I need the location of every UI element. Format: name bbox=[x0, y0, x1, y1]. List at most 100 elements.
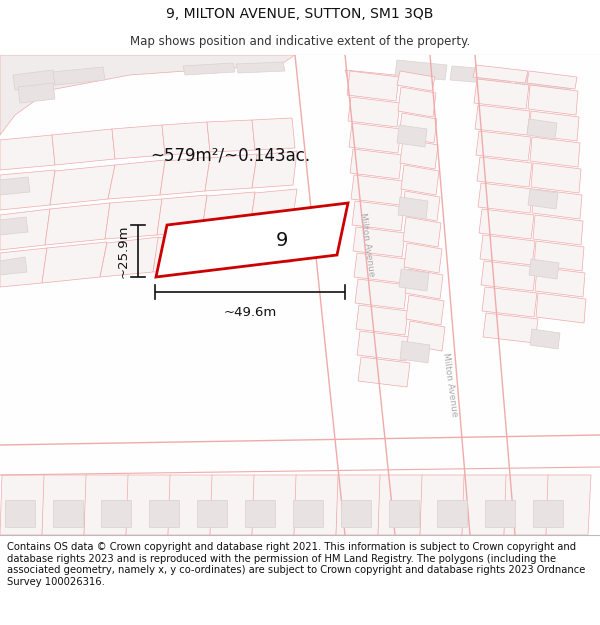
Polygon shape bbox=[479, 209, 534, 239]
Polygon shape bbox=[5, 500, 35, 527]
Polygon shape bbox=[482, 287, 537, 317]
Polygon shape bbox=[378, 475, 423, 535]
Polygon shape bbox=[534, 241, 584, 271]
Polygon shape bbox=[45, 203, 110, 245]
Polygon shape bbox=[357, 331, 409, 361]
Polygon shape bbox=[527, 71, 577, 89]
Polygon shape bbox=[355, 279, 407, 309]
Polygon shape bbox=[529, 111, 579, 141]
Polygon shape bbox=[351, 175, 403, 205]
Polygon shape bbox=[294, 475, 339, 535]
Polygon shape bbox=[358, 357, 410, 387]
Polygon shape bbox=[353, 227, 405, 257]
Text: Contains OS data © Crown copyright and database right 2021. This information is : Contains OS data © Crown copyright and d… bbox=[7, 542, 586, 587]
Polygon shape bbox=[245, 500, 275, 527]
Polygon shape bbox=[53, 67, 105, 85]
Polygon shape bbox=[530, 329, 560, 349]
Polygon shape bbox=[168, 475, 213, 535]
Polygon shape bbox=[350, 149, 402, 179]
Polygon shape bbox=[205, 154, 257, 191]
Polygon shape bbox=[356, 305, 408, 335]
Polygon shape bbox=[0, 209, 50, 250]
Polygon shape bbox=[462, 475, 507, 535]
Polygon shape bbox=[485, 500, 515, 527]
Polygon shape bbox=[349, 123, 401, 153]
Polygon shape bbox=[0, 248, 47, 287]
Polygon shape bbox=[162, 122, 210, 155]
Polygon shape bbox=[400, 139, 438, 169]
Text: Map shows position and indicative extent of the property.: Map shows position and indicative extent… bbox=[130, 35, 470, 48]
Text: ~25.9m: ~25.9m bbox=[117, 224, 130, 278]
Polygon shape bbox=[101, 500, 131, 527]
Polygon shape bbox=[200, 230, 253, 268]
Polygon shape bbox=[480, 235, 535, 265]
Polygon shape bbox=[236, 62, 285, 73]
Text: Milton Avenue: Milton Avenue bbox=[358, 213, 376, 278]
Polygon shape bbox=[84, 475, 129, 535]
Polygon shape bbox=[531, 163, 581, 193]
Polygon shape bbox=[42, 242, 107, 283]
Polygon shape bbox=[403, 217, 441, 247]
Polygon shape bbox=[345, 70, 398, 85]
Polygon shape bbox=[112, 125, 165, 159]
Polygon shape bbox=[207, 120, 255, 152]
Polygon shape bbox=[336, 475, 381, 535]
Polygon shape bbox=[546, 475, 591, 535]
Polygon shape bbox=[183, 63, 235, 75]
Polygon shape bbox=[0, 177, 30, 195]
Polygon shape bbox=[157, 195, 207, 235]
Polygon shape bbox=[481, 261, 536, 291]
Polygon shape bbox=[18, 83, 55, 103]
Polygon shape bbox=[397, 125, 427, 147]
Polygon shape bbox=[406, 295, 444, 325]
Polygon shape bbox=[149, 500, 179, 527]
Polygon shape bbox=[402, 191, 440, 221]
Polygon shape bbox=[532, 189, 582, 219]
Polygon shape bbox=[202, 192, 255, 231]
Polygon shape bbox=[399, 269, 429, 291]
Polygon shape bbox=[529, 259, 559, 279]
Text: Milton Avenue: Milton Avenue bbox=[441, 352, 459, 418]
Polygon shape bbox=[474, 79, 529, 109]
Polygon shape bbox=[52, 129, 115, 165]
Polygon shape bbox=[100, 237, 159, 277]
Polygon shape bbox=[341, 500, 371, 527]
Polygon shape bbox=[13, 70, 55, 90]
Polygon shape bbox=[210, 475, 255, 535]
Polygon shape bbox=[42, 475, 87, 535]
Polygon shape bbox=[153, 233, 205, 272]
Polygon shape bbox=[0, 135, 55, 170]
Polygon shape bbox=[252, 475, 297, 535]
Polygon shape bbox=[407, 321, 445, 351]
Polygon shape bbox=[347, 71, 399, 101]
Polygon shape bbox=[437, 500, 467, 527]
Polygon shape bbox=[528, 189, 558, 209]
Polygon shape bbox=[450, 66, 512, 85]
Polygon shape bbox=[533, 500, 563, 527]
Polygon shape bbox=[0, 475, 45, 535]
Polygon shape bbox=[478, 183, 533, 213]
Polygon shape bbox=[533, 215, 583, 245]
Polygon shape bbox=[352, 201, 404, 231]
Polygon shape bbox=[53, 500, 83, 527]
Polygon shape bbox=[401, 165, 439, 195]
Polygon shape bbox=[105, 199, 162, 239]
Text: ~49.6m: ~49.6m bbox=[223, 306, 277, 319]
Polygon shape bbox=[252, 118, 295, 150]
Polygon shape bbox=[398, 197, 428, 219]
Polygon shape bbox=[397, 71, 435, 91]
Polygon shape bbox=[477, 157, 532, 187]
Polygon shape bbox=[248, 227, 297, 265]
Polygon shape bbox=[535, 267, 585, 297]
Polygon shape bbox=[126, 475, 171, 535]
Polygon shape bbox=[536, 293, 586, 323]
Polygon shape bbox=[476, 131, 531, 161]
Polygon shape bbox=[527, 119, 557, 139]
Polygon shape bbox=[404, 243, 442, 273]
Polygon shape bbox=[473, 65, 528, 83]
Polygon shape bbox=[50, 165, 115, 205]
Polygon shape bbox=[395, 60, 447, 80]
Polygon shape bbox=[475, 105, 530, 135]
Polygon shape bbox=[252, 151, 297, 188]
Polygon shape bbox=[354, 253, 406, 283]
